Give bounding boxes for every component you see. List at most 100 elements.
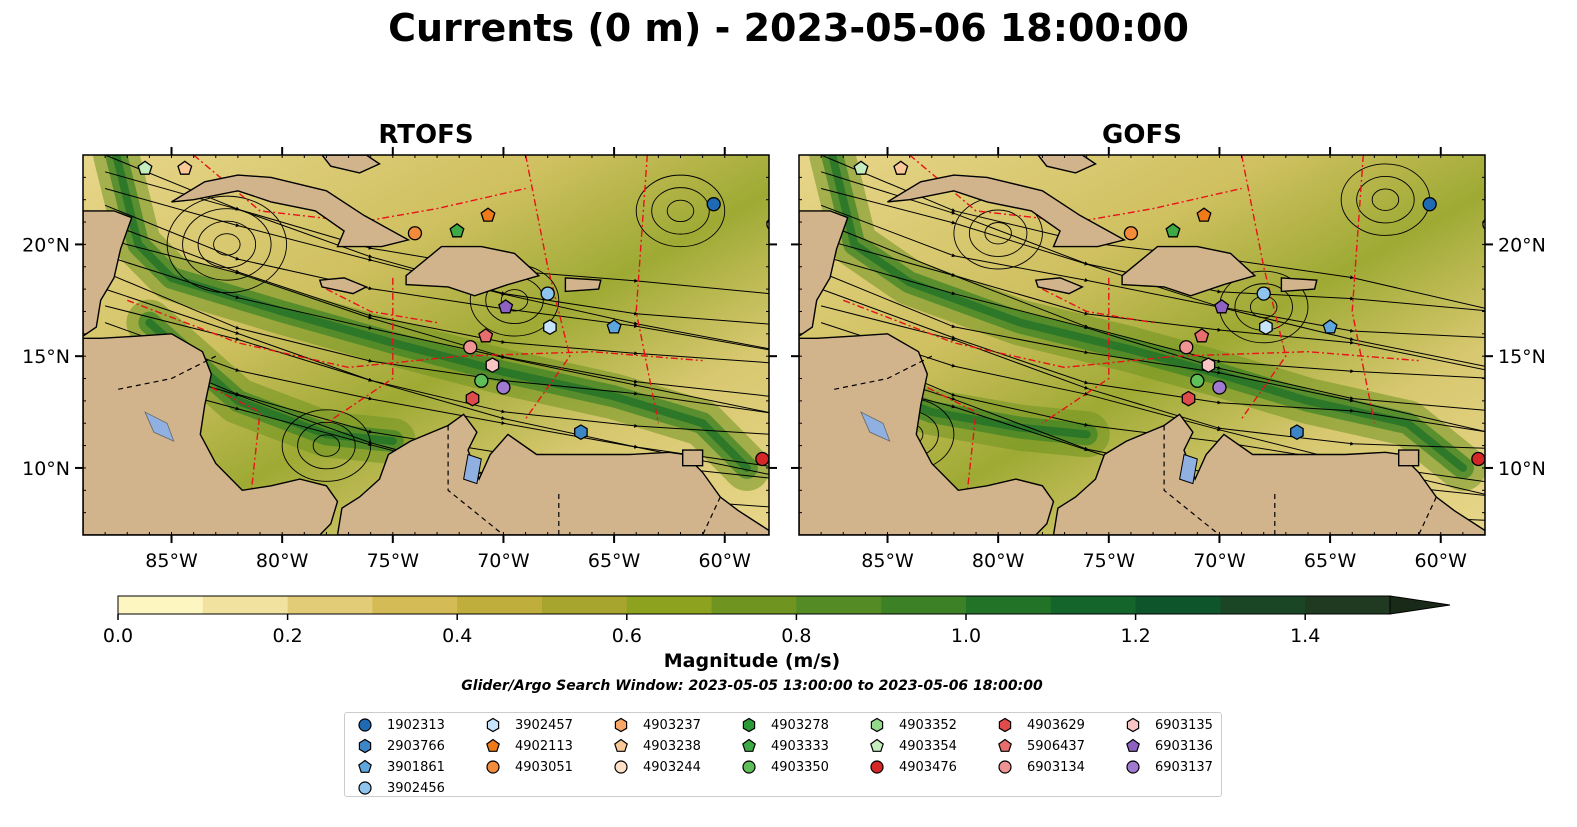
- hexagon-marker-icon: [486, 717, 500, 733]
- colorbar-tick-label: 1.2: [1120, 625, 1150, 647]
- y-tick-label: 10°N: [1498, 458, 1546, 480]
- circle-marker-icon: [486, 760, 500, 774]
- float-legend: 1902313 2903766 3901861 3902456 3902457 49021…: [344, 712, 1222, 797]
- x-tick-label: 65°W: [588, 550, 641, 572]
- float-marker-2903766: [574, 424, 588, 441]
- float-marker-6903135: [485, 357, 500, 374]
- float-marker-5906437: [1194, 328, 1210, 343]
- hexagon-marker-icon: [998, 717, 1012, 733]
- float-marker-3902456: [1256, 286, 1271, 301]
- circle-marker-icon: [358, 718, 372, 732]
- float-marker-2903766: [1290, 424, 1304, 441]
- legend-label: 6903135: [1155, 717, 1213, 733]
- pentagon-marker-icon: [358, 759, 372, 773]
- legend-label: 6903136: [1155, 738, 1213, 754]
- float-marker-4902113: [480, 207, 496, 222]
- pentagon-marker-icon: [870, 738, 884, 752]
- legend-label: 4903278: [771, 717, 829, 733]
- float-marker-4903051: [407, 226, 423, 241]
- colorbar-segment: [626, 596, 713, 614]
- y-tick-label: 15°N: [1498, 346, 1546, 368]
- panel-title-rtofs: RTOFS: [378, 120, 474, 150]
- float-marker-4902113: [1196, 207, 1212, 222]
- colorbar-segment: [796, 596, 882, 614]
- legend-label: 4903237: [643, 717, 701, 733]
- colorbar-tick-label: 1.4: [1290, 625, 1320, 647]
- x-tick-label: 80°W: [256, 550, 309, 572]
- float-marker-4903333: [1165, 222, 1181, 238]
- hexagon-marker-icon: [870, 717, 884, 733]
- circle-marker-icon: [1126, 760, 1140, 774]
- legend-label: 3902457: [515, 717, 573, 733]
- legend-item-2903766: 2903766: [357, 737, 445, 755]
- legend-item-4903237: 4903237: [613, 716, 701, 734]
- float-marker-1902313: [706, 197, 721, 212]
- legend-item-4903333: 4903333: [741, 737, 829, 755]
- float-marker-4903476: [1471, 451, 1485, 467]
- x-tick-label: 65°W: [1304, 550, 1357, 572]
- circle-marker-icon: [358, 781, 372, 795]
- pentagon-marker-icon: [998, 738, 1012, 752]
- legend-item-6903134: 6903134: [997, 758, 1085, 776]
- legend-item-4903354: 4903354: [869, 737, 957, 755]
- y-tick-label: 10°N: [22, 458, 70, 480]
- legend-item-4903352: 4903352: [869, 716, 957, 734]
- x-tick-label: 75°W: [367, 550, 420, 572]
- float-marker-3902457: [543, 319, 557, 336]
- float-marker-4903354: [137, 160, 153, 175]
- float-marker-6903137: [496, 380, 511, 395]
- legend-item-6903137: 6903137: [1125, 758, 1213, 776]
- legend-item-3902456: 3902456: [357, 779, 445, 797]
- x-tick-label: 85°W: [861, 550, 914, 572]
- pentagon-marker-icon: [1126, 738, 1140, 752]
- colorbar-segment: [287, 596, 373, 614]
- legend-item-4903244: 4903244: [613, 758, 701, 776]
- legend-item-4903238: 4903238: [613, 737, 701, 755]
- colorbar-segment: [118, 596, 204, 614]
- hexagon-marker-icon: [358, 738, 372, 754]
- legend-label: 4903244: [643, 759, 701, 775]
- hexagon-marker-icon: [1126, 717, 1140, 733]
- legend-label: 5906437: [1027, 738, 1085, 754]
- legend-label: 6903134: [1027, 759, 1085, 775]
- float-marker-4903333: [449, 222, 465, 238]
- float-marker-6903137: [1212, 380, 1227, 395]
- float-marker-3901861: [606, 319, 622, 334]
- y-tick-label: 15°N: [22, 346, 70, 368]
- legend-item-4903350: 4903350: [741, 758, 829, 776]
- float-marker-4903350: [474, 373, 489, 388]
- y-tick-label: 20°N: [1498, 234, 1546, 256]
- figure-title: Currents (0 m) - 2023-05-06 18:00:00: [388, 6, 1189, 50]
- map-panel-rtofs: 85°W 80°W 75°W 70°W 65°W 60°W 20°N 15°N 10°N: [22, 147, 777, 572]
- colorbar-segment: [966, 596, 1052, 614]
- x-tick-label: 80°W: [972, 550, 1025, 572]
- colorbar-segment: [1305, 596, 1391, 614]
- float-marker-1902313: [1422, 197, 1437, 212]
- legend-item-3902457: 3902457: [485, 716, 573, 734]
- pentagon-marker-icon: [486, 738, 500, 752]
- x-tick-label: 60°W: [1415, 550, 1468, 572]
- colorbar-segment: [1050, 596, 1137, 614]
- circle-marker-icon: [614, 760, 628, 774]
- search-window-text: Glider/Argo Search Window: 2023-05-05 13…: [461, 678, 1043, 694]
- colorbar-label: Magnitude (m/s): [663, 650, 841, 672]
- float-marker-6903134: [1179, 340, 1194, 355]
- float-marker-4903051: [1123, 226, 1139, 241]
- legend-label: 6903137: [1155, 759, 1213, 775]
- colorbar-tick-label: 0.0: [103, 625, 133, 647]
- colorbar: 0.0 0.2 0.4 0.6 0.8 1.0 1.2 1.4: [103, 595, 1451, 647]
- colorbar-segment: [881, 596, 967, 614]
- legend-label: 3901861: [387, 759, 445, 775]
- legend-label: 3902456: [387, 780, 445, 796]
- legend-item-4903476: 4903476: [869, 758, 957, 776]
- colorbar-tick-label: 0.2: [272, 625, 302, 647]
- x-tick-label: 70°W: [477, 550, 530, 572]
- float-marker-3902457: [1259, 319, 1273, 336]
- legend-item-4903051: 4903051: [485, 758, 573, 776]
- colorbar-tick-label: 1.0: [951, 625, 981, 647]
- map-panel-gofs: 85°W 80°W 75°W 70°W 65°W 60°W 20°N 15°N 10°N: [791, 147, 1546, 572]
- float-marker-4903238: [893, 160, 909, 175]
- legend-item-4903278: 4903278: [741, 716, 829, 734]
- legend-label: 1902313: [387, 717, 445, 733]
